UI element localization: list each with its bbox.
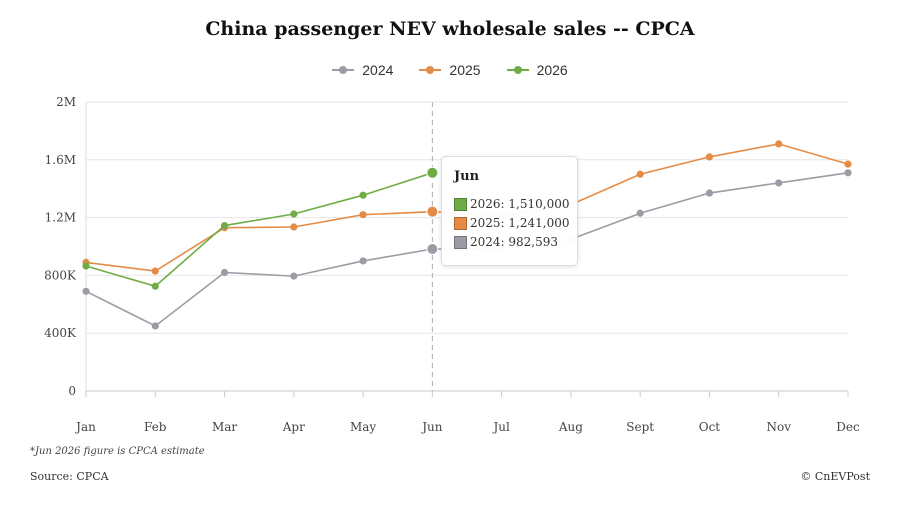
- tooltip-value-2025: 2025: 1,241,000: [470, 216, 570, 230]
- data-point-2024: [426, 243, 439, 256]
- x-tick-label: Jun: [420, 420, 443, 434]
- tooltip-swatch-2025: [454, 216, 467, 230]
- tooltip-row-2026: 2026: 1,510,000: [454, 197, 569, 211]
- x-tick-label: Dec: [836, 420, 860, 434]
- y-tick-label: 2M: [56, 95, 76, 109]
- data-point-2024: [220, 268, 229, 277]
- data-point-2026: [290, 210, 298, 218]
- y-tick-label: 0: [68, 384, 76, 398]
- data-point-2025: [775, 140, 783, 148]
- tooltip-swatch-2026: [454, 197, 467, 211]
- legend-item-2025[interactable]: 2025: [419, 62, 481, 78]
- data-point-2026: [359, 191, 367, 199]
- x-tick-label: May: [350, 420, 376, 434]
- x-tick-label: Jul: [491, 420, 510, 434]
- data-point-2025: [705, 153, 714, 161]
- source-label: Source: CPCA: [30, 470, 109, 483]
- data-point-2024: [359, 257, 367, 265]
- x-tick-label: Aug: [558, 420, 583, 434]
- tooltip-swatch-2024: [454, 235, 467, 249]
- legend-item-2024[interactable]: 2024: [332, 62, 393, 78]
- data-point-2024: [775, 179, 783, 187]
- series-line-2026: [85, 172, 433, 288]
- y-tick-label: 400K: [44, 326, 77, 340]
- data-point-2024: [151, 322, 159, 330]
- x-tick-label: Sept: [626, 420, 654, 434]
- data-point-2024: [290, 272, 298, 280]
- x-tick-label: Jan: [74, 420, 96, 434]
- data-point-2025: [844, 160, 852, 168]
- y-tick-label: 1.2M: [45, 211, 76, 225]
- data-point-2025: [636, 170, 644, 178]
- x-tick-label: Mar: [212, 420, 237, 434]
- tooltip-row-2024: 2024: 982,593: [454, 235, 558, 249]
- data-point-2024: [844, 169, 852, 177]
- credit-label: © CnEVPost: [800, 470, 870, 483]
- data-point-2026: [82, 262, 90, 270]
- data-point-2025: [426, 205, 439, 218]
- legend-swatch-2026: [506, 65, 529, 75]
- data-point-2024: [636, 209, 644, 217]
- footnote: *Jun 2026 figure is CPCA estimate: [30, 446, 205, 457]
- data-point-2026: [151, 282, 159, 290]
- data-point-2024: [82, 287, 90, 295]
- x-tick-label: Apr: [282, 420, 305, 434]
- tooltip-title: Jun: [454, 169, 480, 184]
- y-tick-label: 800K: [44, 268, 77, 282]
- data-point-2025: [290, 223, 298, 231]
- data-point-2025: [359, 211, 367, 219]
- legend-swatch-2024: [332, 65, 355, 75]
- chart-legend: 2024 2025 2026: [0, 62, 900, 78]
- chart-title: China passenger NEV wholesale sales -- C…: [205, 18, 695, 40]
- x-tick-label: Feb: [144, 420, 167, 434]
- tooltip-value-2024: 2024: 982,593: [470, 235, 559, 249]
- tooltip-row-2025: 2025: 1,241,000: [454, 216, 569, 230]
- legend-swatch-2025: [419, 65, 442, 75]
- hover-tooltip: Jun 2026: 1,510,000 2025: 1,241,000 2024…: [441, 156, 578, 266]
- data-point-2026: [426, 166, 439, 179]
- legend-item-2026[interactable]: 2026: [506, 62, 568, 78]
- tooltip-value-2026: 2026: 1,510,000: [470, 197, 570, 211]
- legend-label-2025: 2025: [449, 62, 481, 78]
- x-tick-label: Nov: [766, 420, 791, 434]
- legend-label-2024: 2024: [362, 62, 394, 78]
- y-tick-label: 1.6M: [45, 153, 76, 167]
- legend-label-2026: 2026: [536, 62, 568, 78]
- data-point-2026: [220, 221, 229, 230]
- x-tick-label: Oct: [699, 420, 721, 434]
- data-point-2025: [151, 267, 159, 275]
- data-point-2024: [705, 189, 714, 197]
